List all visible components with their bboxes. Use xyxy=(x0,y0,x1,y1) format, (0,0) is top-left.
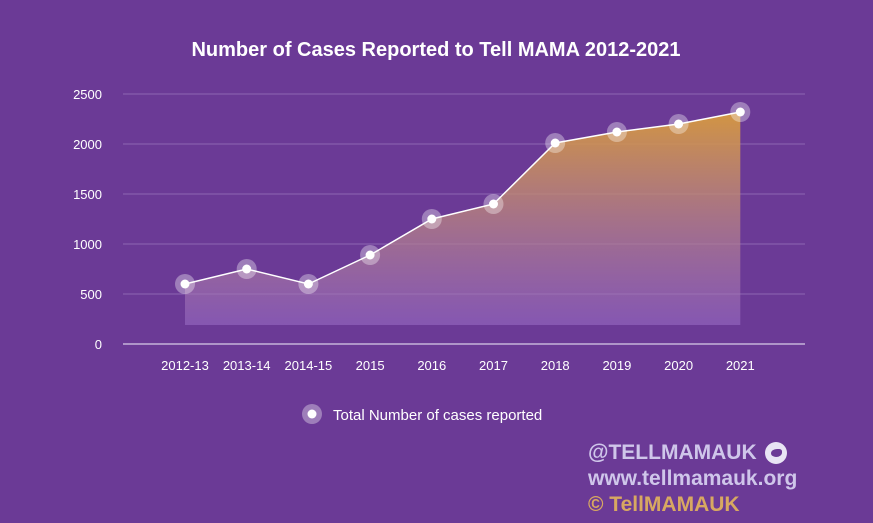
data-point-2014-15 xyxy=(298,274,319,294)
x-tick-label: 2015 xyxy=(356,358,385,373)
y-tick-label: 500 xyxy=(80,287,102,302)
y-tick-label: 2500 xyxy=(73,87,102,102)
series-area xyxy=(185,112,741,325)
data-point xyxy=(365,250,375,260)
twitter-handle: @TELLMAMAUK xyxy=(588,441,757,464)
data-point-2017 xyxy=(483,194,504,214)
x-tick-label: 2014-15 xyxy=(285,358,333,373)
x-tick-label: 2018 xyxy=(541,358,570,373)
data-point-2015 xyxy=(360,245,381,265)
data-point xyxy=(489,199,498,209)
series-line xyxy=(184,111,741,285)
data-point xyxy=(427,214,437,224)
x-tick-label: 2013-14 xyxy=(223,358,271,373)
data-point-2016 xyxy=(421,209,442,229)
data-point-2020 xyxy=(668,114,689,134)
y-tick-label: 1000 xyxy=(73,237,102,252)
x-tick-label: 2021 xyxy=(726,358,755,373)
area-layer xyxy=(185,112,741,325)
data-point-2018 xyxy=(545,133,566,153)
data-point-2012-13 xyxy=(175,274,195,294)
legend: Total Number of cases reported xyxy=(302,404,542,424)
x-tick-label: 2020 xyxy=(664,358,693,373)
x-tick-label: 2017 xyxy=(479,358,508,373)
data-point xyxy=(674,119,684,129)
x-tick-label: 2012-13 xyxy=(161,358,209,373)
website-link[interactable]: www.tellmamauk.org xyxy=(588,467,798,490)
chart-title: Number of Cases Reported to Tell MAMA 20… xyxy=(191,39,680,61)
data-point xyxy=(612,127,622,137)
twitter-icon xyxy=(764,442,787,464)
y-axis-ticks: 0 500 1000 1500 2000 2500 xyxy=(73,87,102,352)
y-tick-label: 2000 xyxy=(73,137,102,152)
data-point-2013-14 xyxy=(236,259,257,279)
x-tick-label: 2016 xyxy=(417,358,446,373)
data-point-2021 xyxy=(730,102,751,122)
point-layer xyxy=(175,102,751,294)
data-point-2019 xyxy=(606,122,627,142)
y-tick-label: 0 xyxy=(95,337,102,352)
x-tick-label: 2019 xyxy=(602,358,631,373)
data-point xyxy=(303,279,313,289)
x-axis-ticks: 2012-13 2013-14 2014-15 2015 2016 2017 2018 201… xyxy=(161,358,755,373)
legend-marker xyxy=(307,409,317,419)
data-point xyxy=(180,279,190,289)
copyright-text: © TellMAMAUK xyxy=(588,493,740,516)
twitter-handle-row: @TELLMAMAUK xyxy=(588,440,797,466)
data-point xyxy=(735,107,745,117)
legend-label: Total Number of cases reported xyxy=(333,407,542,424)
data-point xyxy=(242,264,252,274)
y-tick-label: 1500 xyxy=(73,187,102,202)
line-layer xyxy=(184,111,741,285)
footer: @TELLMAMAUK www.tellmamauk.org © TellMAM… xyxy=(588,440,797,518)
data-point xyxy=(550,138,560,148)
